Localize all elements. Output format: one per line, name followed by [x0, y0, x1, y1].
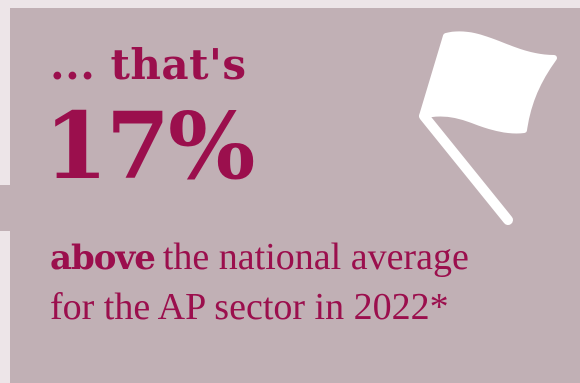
side-tab: [0, 185, 14, 231]
description-text: the national average: [162, 236, 469, 278]
lead-text: ... that's: [50, 40, 247, 89]
stat-description-line-1: above the national average: [50, 235, 469, 279]
emphasis-text: above: [50, 238, 156, 278]
stat-figure: 17%: [44, 92, 255, 200]
stat-description-line-2: for the AP sector in 2022*: [50, 286, 449, 328]
flag-icon: [419, 31, 557, 225]
